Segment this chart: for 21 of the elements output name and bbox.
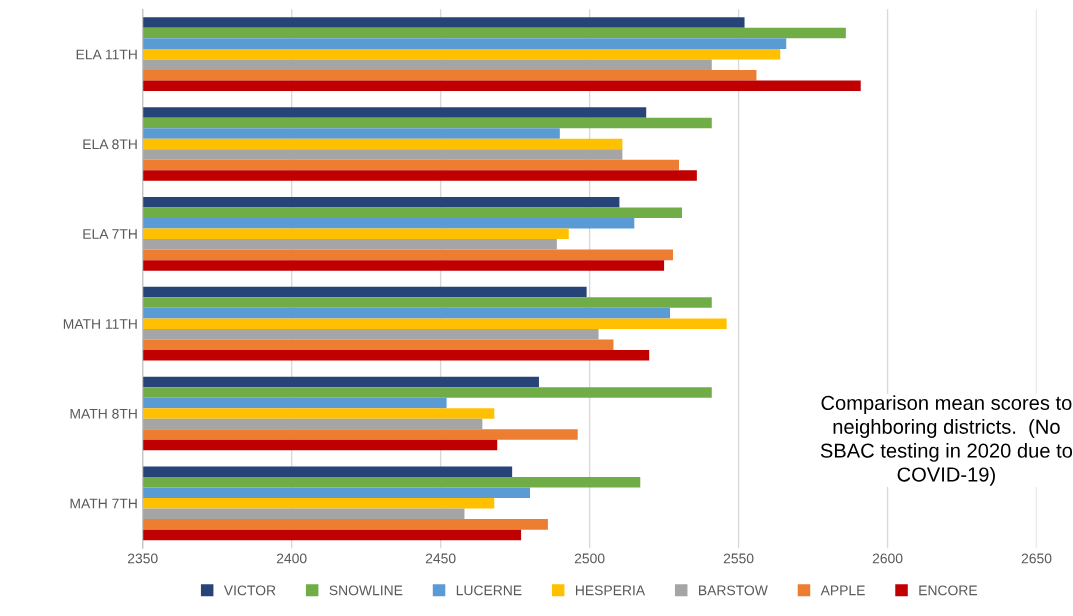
y-tick-label: ELA 7TH: [83, 229, 137, 239]
annotation: Comparison mean scores to neighboring districts. (No SBAC testing in 2020 due to COVID-19): [820, 395, 1073, 486]
x-tick-label: 2500: [574, 553, 605, 564]
y-tick-label: MATH 8TH: [70, 408, 137, 419]
y-tick-label: ELA 11TH: [76, 49, 137, 60]
legend-label: VICTOR: [223, 585, 276, 596]
legend-label: ENCORE: [919, 585, 978, 596]
x-tick-label: 2550: [723, 553, 754, 564]
x-tick-label: 2600: [872, 553, 903, 564]
y-tick-label: MATH 7TH: [70, 498, 137, 509]
legend-label: LUCERNE: [456, 585, 522, 596]
x-tick-label: 2350: [127, 553, 158, 564]
legend-label: HESPERIA: [576, 585, 646, 596]
y-tick-label: ELA 8TH: [83, 139, 137, 150]
x-tick-label: 2650: [1021, 553, 1052, 564]
x-tick-label: 2450: [425, 553, 456, 564]
legend-label: APPLE: [820, 585, 865, 596]
legend-label: SNOWLINE: [329, 585, 403, 596]
legend-label: BARSTOW: [699, 585, 768, 596]
y-tick-label: MATH 11TH: [63, 319, 137, 329]
x-tick-label: 2400: [276, 553, 307, 564]
